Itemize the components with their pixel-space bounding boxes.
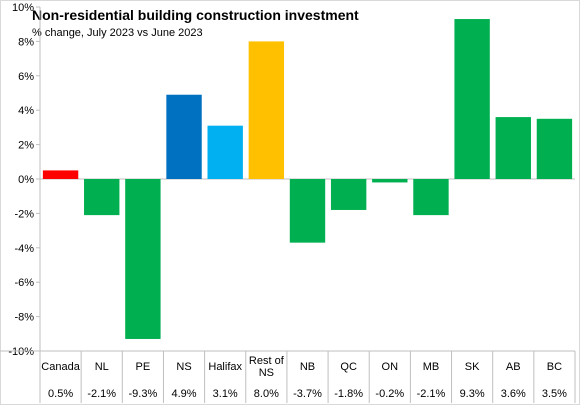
value-label: 0.5% <box>48 388 73 400</box>
y-tick-label: 0% <box>18 174 34 186</box>
category-label: QC <box>340 361 357 373</box>
bar-sk <box>454 19 490 179</box>
value-label: -2.1% <box>87 388 116 400</box>
bar-qc <box>330 179 367 210</box>
value-label: 3.1% <box>213 388 238 400</box>
y-tick-label: 6% <box>18 71 34 83</box>
value-label: 9.3% <box>460 388 485 400</box>
value-label: -3.7% <box>293 388 322 400</box>
category-label: ON <box>382 361 399 373</box>
value-label: 8.0% <box>254 388 279 400</box>
value-label: -0.2% <box>375 388 404 400</box>
bar-nb <box>289 179 326 243</box>
y-tick-label: -4% <box>14 243 34 255</box>
bar-ab <box>495 117 531 179</box>
bar-canada <box>42 170 79 179</box>
category-label: Canada <box>41 361 80 373</box>
category-label: AB <box>506 361 521 373</box>
y-tick-label: 8% <box>18 36 34 48</box>
category-label: BC <box>547 361 562 373</box>
value-label: -1.8% <box>334 388 363 400</box>
category-label: MB <box>423 361 440 373</box>
category-label: Rest of NS <box>249 355 285 379</box>
y-tick-label: 2% <box>18 140 34 152</box>
y-tick-label: -8% <box>14 312 34 324</box>
y-tick-label: -10% <box>8 346 34 358</box>
chart-title: Non-residential building construction in… <box>32 7 359 23</box>
bar-rest-of-ns <box>248 41 285 180</box>
bar-halifax <box>207 125 243 179</box>
value-label: 3.6% <box>501 388 526 400</box>
category-label: SK <box>465 361 480 373</box>
bar-bc <box>536 118 573 179</box>
bar-pe <box>125 179 161 339</box>
value-label: -9.3% <box>129 388 158 400</box>
y-tick-label: -2% <box>14 208 34 220</box>
bar-ns <box>166 94 202 179</box>
category-label: NB <box>300 361 315 373</box>
chart-subtitle: % change, July 2023 vs June 2023 <box>32 27 203 39</box>
category-label: Halifax <box>208 361 242 373</box>
bar-on <box>372 179 408 183</box>
bar-nl <box>84 179 120 216</box>
value-label: 4.9% <box>171 388 196 400</box>
y-tick-label: 4% <box>18 105 34 117</box>
category-label: NS <box>176 361 191 373</box>
value-label: -2.1% <box>417 388 446 400</box>
category-label: NL <box>95 361 109 373</box>
y-tick-label: 10% <box>12 2 34 14</box>
value-label: 3.5% <box>542 388 567 400</box>
data-table: Canada 0.5% NL -2.1% PE -9.3% NS 4.9% Halifax 3.1… <box>0 350 576 403</box>
bars <box>42 19 573 339</box>
bar-mb <box>413 179 449 216</box>
y-tick-label: -6% <box>14 277 34 289</box>
category-label: PE <box>136 361 151 373</box>
